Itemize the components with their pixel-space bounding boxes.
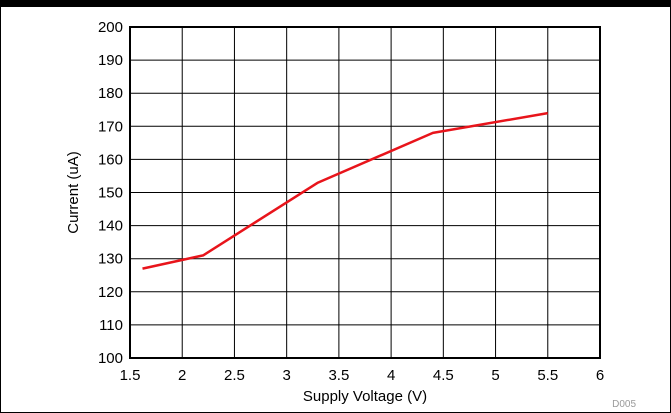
x-axis-ticks: 1.5 2 2.5 3 3.5 4 4.5 5 5.5 6	[120, 367, 605, 384]
y-tick-label: 180	[98, 85, 123, 102]
y-axis-label: Current (uA)	[65, 151, 82, 234]
x-tick-label: 4.5	[433, 367, 454, 384]
x-tick-label: 2.5	[224, 367, 245, 384]
y-tick-label: 120	[98, 284, 123, 301]
x-tick-label: 5	[491, 367, 499, 384]
y-axis-ticks: 100 110 120 130 140 150 160 170 180 190 200	[98, 19, 123, 367]
y-tick-label: 200	[98, 19, 123, 36]
grid	[129, 26, 601, 359]
plot-area-border	[129, 26, 601, 359]
x-tick-label: 3.5	[328, 367, 349, 384]
x-tick-label: 2	[178, 367, 186, 384]
x-axis-label: Supply Voltage (V)	[303, 388, 427, 405]
y-tick-label: 100	[98, 350, 123, 367]
y-tick-label: 140	[98, 218, 123, 235]
x-tick-label: 3	[282, 367, 290, 384]
x-tick-label: 6	[596, 367, 604, 384]
x-tick-label: 5.5	[537, 367, 558, 384]
top-band	[0, 0, 671, 7]
figure-id: D005	[612, 399, 636, 410]
y-tick-label: 150	[98, 185, 123, 202]
y-tick-label: 190	[98, 52, 123, 69]
y-tick-label: 130	[98, 251, 123, 268]
y-tick-label: 160	[98, 151, 123, 168]
series-line-0	[142, 111, 549, 270]
x-tick-label: 4	[387, 367, 395, 384]
y-tick-label: 110	[99, 317, 123, 334]
y-tick-label: 170	[98, 118, 123, 135]
x-tick-label: 1.5	[120, 367, 141, 384]
series-group	[142, 111, 549, 270]
